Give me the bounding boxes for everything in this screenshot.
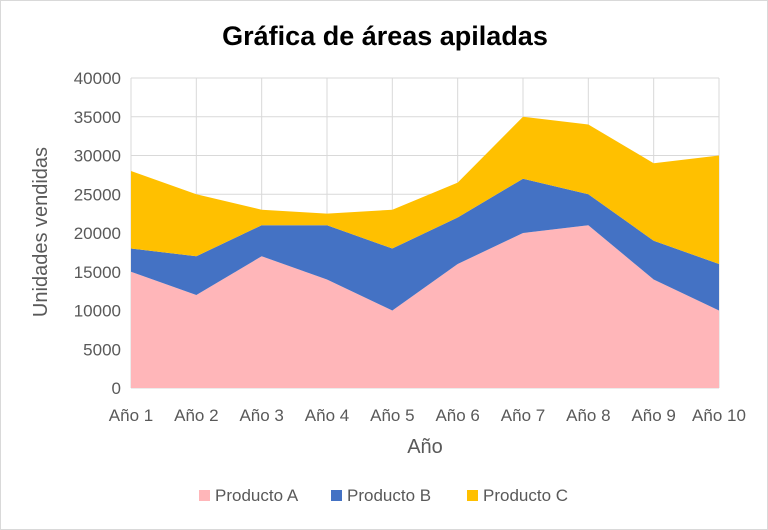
x-tick-label: Año 4 [305, 406, 349, 425]
x-tick-label: Año 6 [435, 406, 479, 425]
x-tick-label: Año 1 [109, 406, 153, 425]
x-tick-label: Año 3 [239, 406, 283, 425]
area-series-producto-b [131, 178, 719, 311]
y-tick-label: 25000 [74, 185, 121, 204]
y-tick-label: 10000 [74, 302, 121, 321]
area-series-producto-c [131, 116, 719, 264]
legend-label: Producto A [215, 486, 299, 505]
y-tick-label: 35000 [74, 108, 121, 127]
x-tick-label: Año 10 [692, 406, 746, 425]
legend-label: Producto B [347, 486, 431, 505]
x-tick-label: Año 8 [566, 406, 610, 425]
legend: Producto A Producto B Producto C [199, 486, 568, 505]
x-axis-label: Año [407, 436, 443, 458]
y-tick-label: 20000 [74, 224, 121, 243]
legend-swatch [467, 490, 478, 501]
area-series-group [131, 116, 719, 388]
y-tick-label: 40000 [74, 69, 121, 88]
y-tick-label: 5000 [83, 340, 121, 359]
y-axis-label: Unidades vendidas [30, 147, 52, 317]
x-tick-label: Año 7 [501, 406, 545, 425]
legend-label: Producto C [483, 486, 568, 505]
y-tick-label: 15000 [74, 263, 121, 282]
area-series-producto-a [131, 225, 719, 388]
x-tick-label: Año 5 [370, 406, 414, 425]
x-tick-label: Año 9 [631, 406, 675, 425]
y-axis-ticks: 0 5000 10000 15000 20000 25000 30000 35000 40000 [74, 69, 121, 398]
y-tick-label: 30000 [74, 147, 121, 166]
x-tick-label: Año 2 [174, 406, 218, 425]
y-tick-label: 0 [112, 379, 121, 398]
x-axis-ticks: Año 1 Año 2 Año 3 Año 4 Año 5 Año 6 Año 7 Año 8… [109, 406, 746, 425]
chart-title: Gráfica de áreas apiladas [222, 21, 548, 51]
legend-swatch [199, 490, 210, 501]
legend-swatch [331, 490, 342, 501]
